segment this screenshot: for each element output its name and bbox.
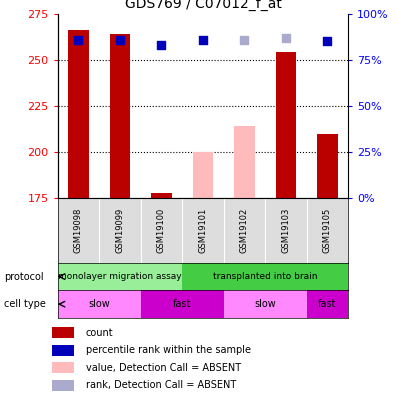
Bar xyxy=(109,34,131,198)
Point xyxy=(283,34,289,41)
Text: fast: fast xyxy=(173,299,191,309)
Bar xyxy=(141,290,224,318)
Bar xyxy=(52,328,74,338)
Text: GSM19099: GSM19099 xyxy=(115,208,125,253)
Bar xyxy=(52,380,74,390)
Title: GDS769 / C07012_f_at: GDS769 / C07012_f_at xyxy=(125,0,281,11)
Bar xyxy=(52,345,74,356)
Point xyxy=(117,36,123,43)
Bar xyxy=(193,152,213,198)
Bar xyxy=(234,126,255,198)
Text: GSM19103: GSM19103 xyxy=(281,208,291,253)
Text: count: count xyxy=(86,328,113,338)
Text: GSM19098: GSM19098 xyxy=(74,208,83,253)
Point xyxy=(200,36,206,43)
Bar xyxy=(68,30,89,198)
Bar xyxy=(182,263,348,290)
Text: GSM19100: GSM19100 xyxy=(157,208,166,253)
Text: rank, Detection Call = ABSENT: rank, Detection Call = ABSENT xyxy=(86,380,236,390)
Bar xyxy=(317,134,338,198)
Text: cell type: cell type xyxy=(4,299,46,309)
Point xyxy=(324,38,331,45)
Text: transplanted into brain: transplanted into brain xyxy=(213,272,318,281)
Text: value, Detection Call = ABSENT: value, Detection Call = ABSENT xyxy=(86,363,241,373)
Text: monolayer migration assay: monolayer migration assay xyxy=(58,272,182,281)
Text: GSM19105: GSM19105 xyxy=(323,208,332,253)
Point xyxy=(158,42,165,48)
Point xyxy=(75,36,82,43)
Bar xyxy=(58,263,182,290)
Point xyxy=(241,36,248,43)
Bar xyxy=(58,290,141,318)
Text: protocol: protocol xyxy=(4,272,44,281)
Text: percentile rank within the sample: percentile rank within the sample xyxy=(86,345,251,355)
Bar xyxy=(52,362,74,373)
Bar xyxy=(151,192,172,198)
Text: GSM19101: GSM19101 xyxy=(199,208,207,253)
Text: fast: fast xyxy=(318,299,337,309)
Text: GSM19102: GSM19102 xyxy=(240,208,249,253)
Bar xyxy=(276,53,297,198)
Text: slow: slow xyxy=(88,299,110,309)
Bar xyxy=(224,290,307,318)
Bar xyxy=(307,290,348,318)
Text: slow: slow xyxy=(254,299,276,309)
